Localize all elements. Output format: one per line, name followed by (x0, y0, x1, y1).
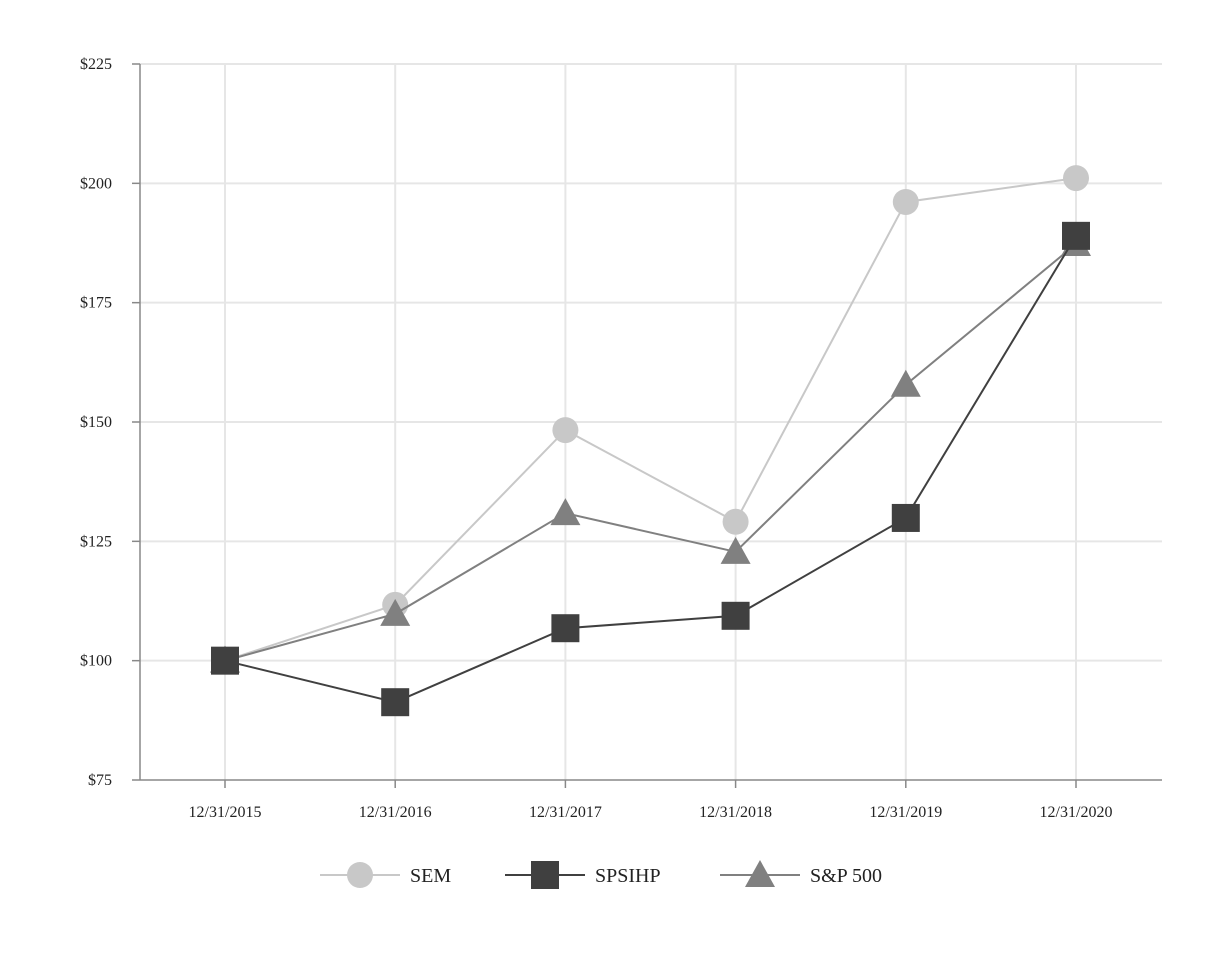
series-line (224, 177, 1077, 662)
series-sem (212, 165, 1089, 674)
data-point-circle (722, 508, 749, 535)
series-group (210, 165, 1091, 717)
y-axis-tick-labels: $75 $100 $125 $150 $175 $200 $225 (80, 56, 112, 789)
legend-square-icon (531, 861, 559, 889)
data-point-square (211, 646, 239, 675)
data-point-triangle (380, 598, 411, 626)
legend: SEM SPSIHP S&P 500 (320, 860, 882, 889)
series-spsihp (211, 221, 1090, 717)
y-tick-label: $225 (80, 56, 112, 73)
data-point-triangle (550, 498, 581, 526)
series-line (224, 235, 1077, 704)
data-point-triangle (890, 369, 921, 397)
series-s-p-500 (210, 228, 1091, 673)
legend-label: S&P 500 (810, 865, 882, 887)
x-tick-label: 12/31/2015 (189, 804, 262, 821)
series-line (224, 243, 1077, 662)
data-point-circle (552, 417, 579, 444)
x-tick-label: 12/31/2020 (1040, 804, 1113, 821)
y-tick-label: $175 (80, 295, 112, 312)
legend-circle-icon (347, 862, 373, 888)
legend-item: SEM (320, 862, 451, 888)
data-point-square (891, 503, 920, 532)
axes (132, 63, 1162, 788)
y-tick-label: $150 (80, 414, 112, 431)
gridlines (140, 63, 1162, 780)
legend-item: S&P 500 (720, 860, 882, 887)
y-tick-label: $75 (88, 772, 112, 789)
legend-label: SEM (410, 865, 451, 887)
x-axis-tick-labels: 12/31/2015 12/31/2016 12/31/2017 12/31/2018… (189, 804, 1113, 821)
legend-triangle-icon (745, 860, 775, 887)
data-point-square (381, 688, 410, 717)
data-point-circle (892, 188, 919, 215)
y-tick-label: $200 (80, 175, 112, 192)
legend-item: SPSIHP (505, 861, 661, 889)
legend-label: SPSIHP (595, 865, 661, 887)
data-point-square (721, 601, 750, 630)
x-tick-label: 12/31/2016 (359, 804, 432, 821)
data-point-triangle (720, 536, 751, 564)
data-point-square (551, 614, 580, 643)
data-point-square (1062, 221, 1090, 250)
data-point-circle (1063, 165, 1089, 192)
y-tick-label: $125 (80, 533, 112, 550)
x-tick-label: 12/31/2019 (869, 804, 942, 821)
y-tick-label: $100 (80, 653, 112, 670)
x-tick-label: 12/31/2018 (699, 804, 772, 821)
x-tick-label: 12/31/2017 (529, 804, 602, 821)
